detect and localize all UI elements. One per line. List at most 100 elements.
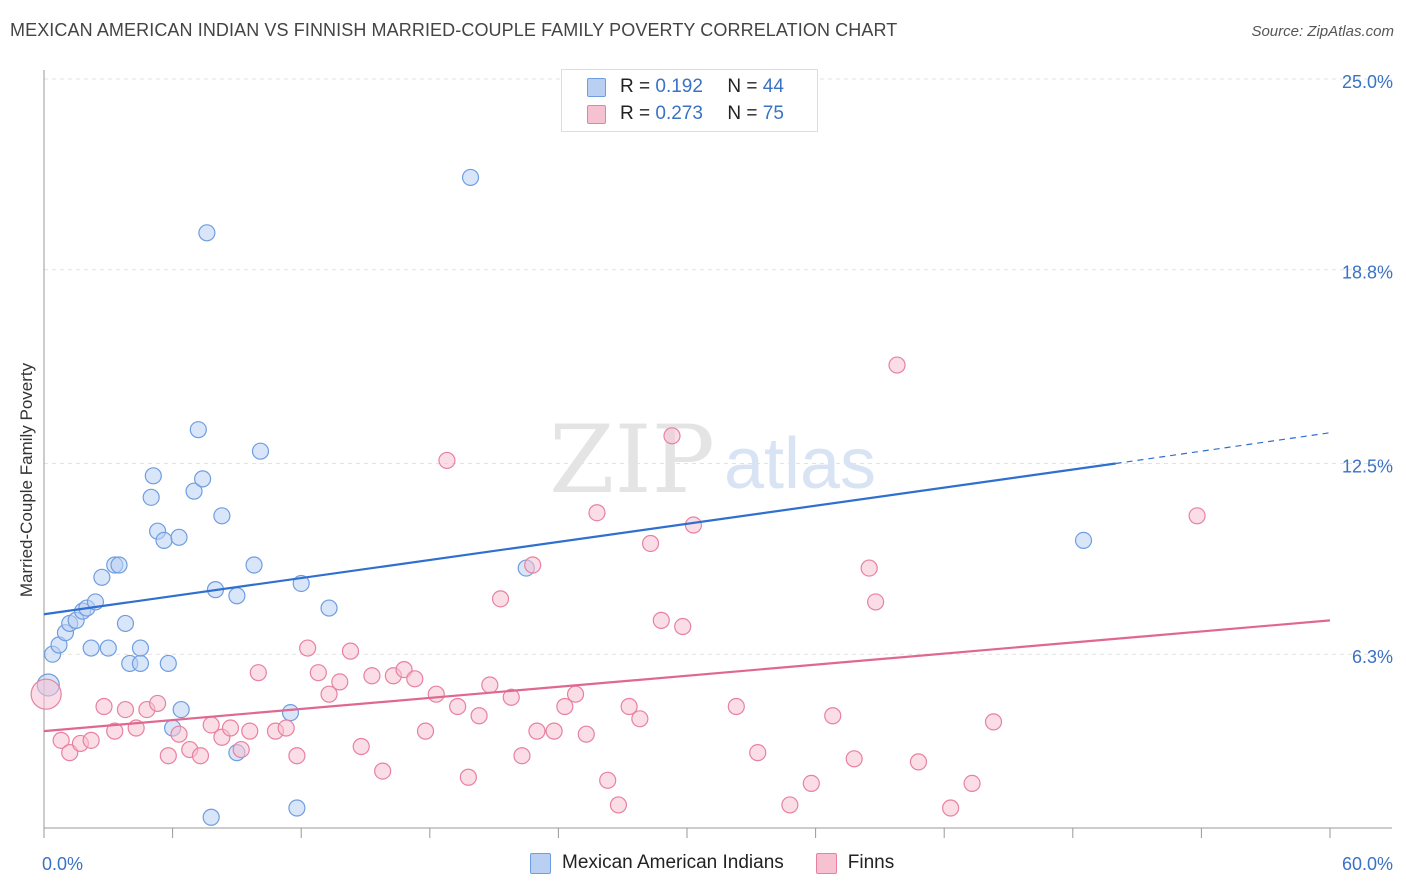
x-tick-labels: 0.0% 60.0% (42, 854, 1393, 874)
data-point (438, 451, 456, 470)
data-point (159, 654, 177, 673)
data-point (198, 224, 216, 242)
x-ticks (43, 828, 1331, 838)
data-point (459, 768, 477, 786)
x-tick-label-min: 0.0% (42, 854, 83, 874)
data-point (566, 685, 585, 703)
chart-title: MEXICAN AMERICAN INDIAN VS FINNISH MARRI… (10, 20, 898, 40)
data-point (909, 753, 928, 771)
gridlines (44, 78, 1392, 655)
data-point (170, 528, 188, 546)
data-point (867, 593, 885, 611)
stats-row-finns: R = 0.273 N = 75 (587, 102, 784, 126)
data-point (341, 642, 360, 660)
data-point (277, 719, 295, 737)
data-point (191, 747, 210, 765)
data-point (363, 667, 381, 685)
data-point (674, 617, 692, 636)
data-point (1188, 507, 1206, 525)
data-point (491, 590, 510, 608)
series-legend: Mexican American Indians Finns (530, 852, 926, 874)
legend-item-finns[interactable]: Finns (815, 852, 895, 874)
trend-lines (43, 432, 1331, 733)
y-tick-label: 12.5% (1342, 457, 1393, 477)
data-point (663, 427, 681, 445)
data-point (984, 713, 1003, 731)
data-point (528, 722, 546, 740)
legend-label: Mexican American Indians (562, 852, 784, 873)
data-point (52, 731, 70, 749)
r-value: 0.192 (655, 76, 703, 97)
data-point (609, 796, 628, 814)
data-point (963, 774, 981, 793)
data-point (110, 556, 128, 574)
y-tick-label: 6.3% (1352, 647, 1393, 667)
y-tick-label: 25.0% (1342, 72, 1393, 92)
data-point (131, 654, 150, 673)
y-tick-label: 18.8% (1342, 263, 1393, 283)
legend-swatch-blue (530, 852, 551, 874)
data-point (221, 719, 240, 737)
legend-item-mexican-american-indians[interactable]: Mexican American Indians (530, 852, 784, 874)
data-point (481, 676, 499, 694)
data-point (131, 639, 150, 657)
data-point (288, 747, 306, 765)
data-point (194, 470, 212, 488)
data-point (860, 559, 878, 577)
trend-line (43, 619, 1331, 733)
data-point (684, 516, 703, 534)
data-point (202, 808, 220, 826)
data-point (320, 599, 338, 617)
data-point (116, 614, 135, 633)
n-value: 75 (762, 103, 784, 124)
data-point (172, 700, 190, 719)
data-point (320, 685, 338, 703)
data-point (249, 664, 267, 682)
data-point (416, 722, 435, 740)
data-point (213, 507, 231, 525)
data-point (116, 700, 135, 719)
data-point (30, 678, 62, 710)
data-point (159, 747, 177, 765)
data-point (802, 774, 820, 793)
trend-line-extension (1115, 432, 1331, 465)
data-point (631, 710, 649, 728)
data-point (189, 421, 207, 439)
x-tick-label-max: 60.0% (1342, 854, 1393, 874)
data-point (185, 482, 203, 500)
data-point (545, 722, 563, 740)
legend-swatch-pink (815, 852, 837, 874)
data-point (845, 750, 863, 768)
legend-swatch-pink (587, 104, 606, 124)
data-point (749, 744, 767, 762)
data-point (251, 442, 270, 460)
legend-label: Finns (847, 852, 895, 873)
data-point (524, 556, 542, 574)
data-point (352, 737, 370, 756)
data-point (232, 740, 250, 759)
n-label: N = (727, 76, 758, 97)
trend-line (43, 462, 1116, 616)
data-point (406, 670, 424, 688)
data-point (155, 531, 173, 550)
n-value: 44 (762, 76, 784, 97)
data-point (588, 504, 606, 522)
data-point (106, 722, 124, 740)
data-point (148, 694, 167, 713)
data-point (942, 799, 960, 817)
data-point (288, 799, 306, 817)
r-value: 0.273 (655, 103, 703, 124)
r-label: R = (620, 103, 651, 124)
watermark-atlas: atlas (724, 424, 876, 504)
data-point (449, 697, 467, 716)
data-point (556, 697, 574, 716)
series-finns-points (30, 356, 1206, 817)
data-point (652, 611, 670, 629)
data-point (727, 697, 745, 716)
data-point (781, 796, 799, 814)
data-point (1074, 531, 1093, 550)
data-point (641, 534, 660, 553)
data-point (599, 771, 617, 789)
n-label: N = (727, 103, 758, 124)
data-point (888, 356, 906, 374)
